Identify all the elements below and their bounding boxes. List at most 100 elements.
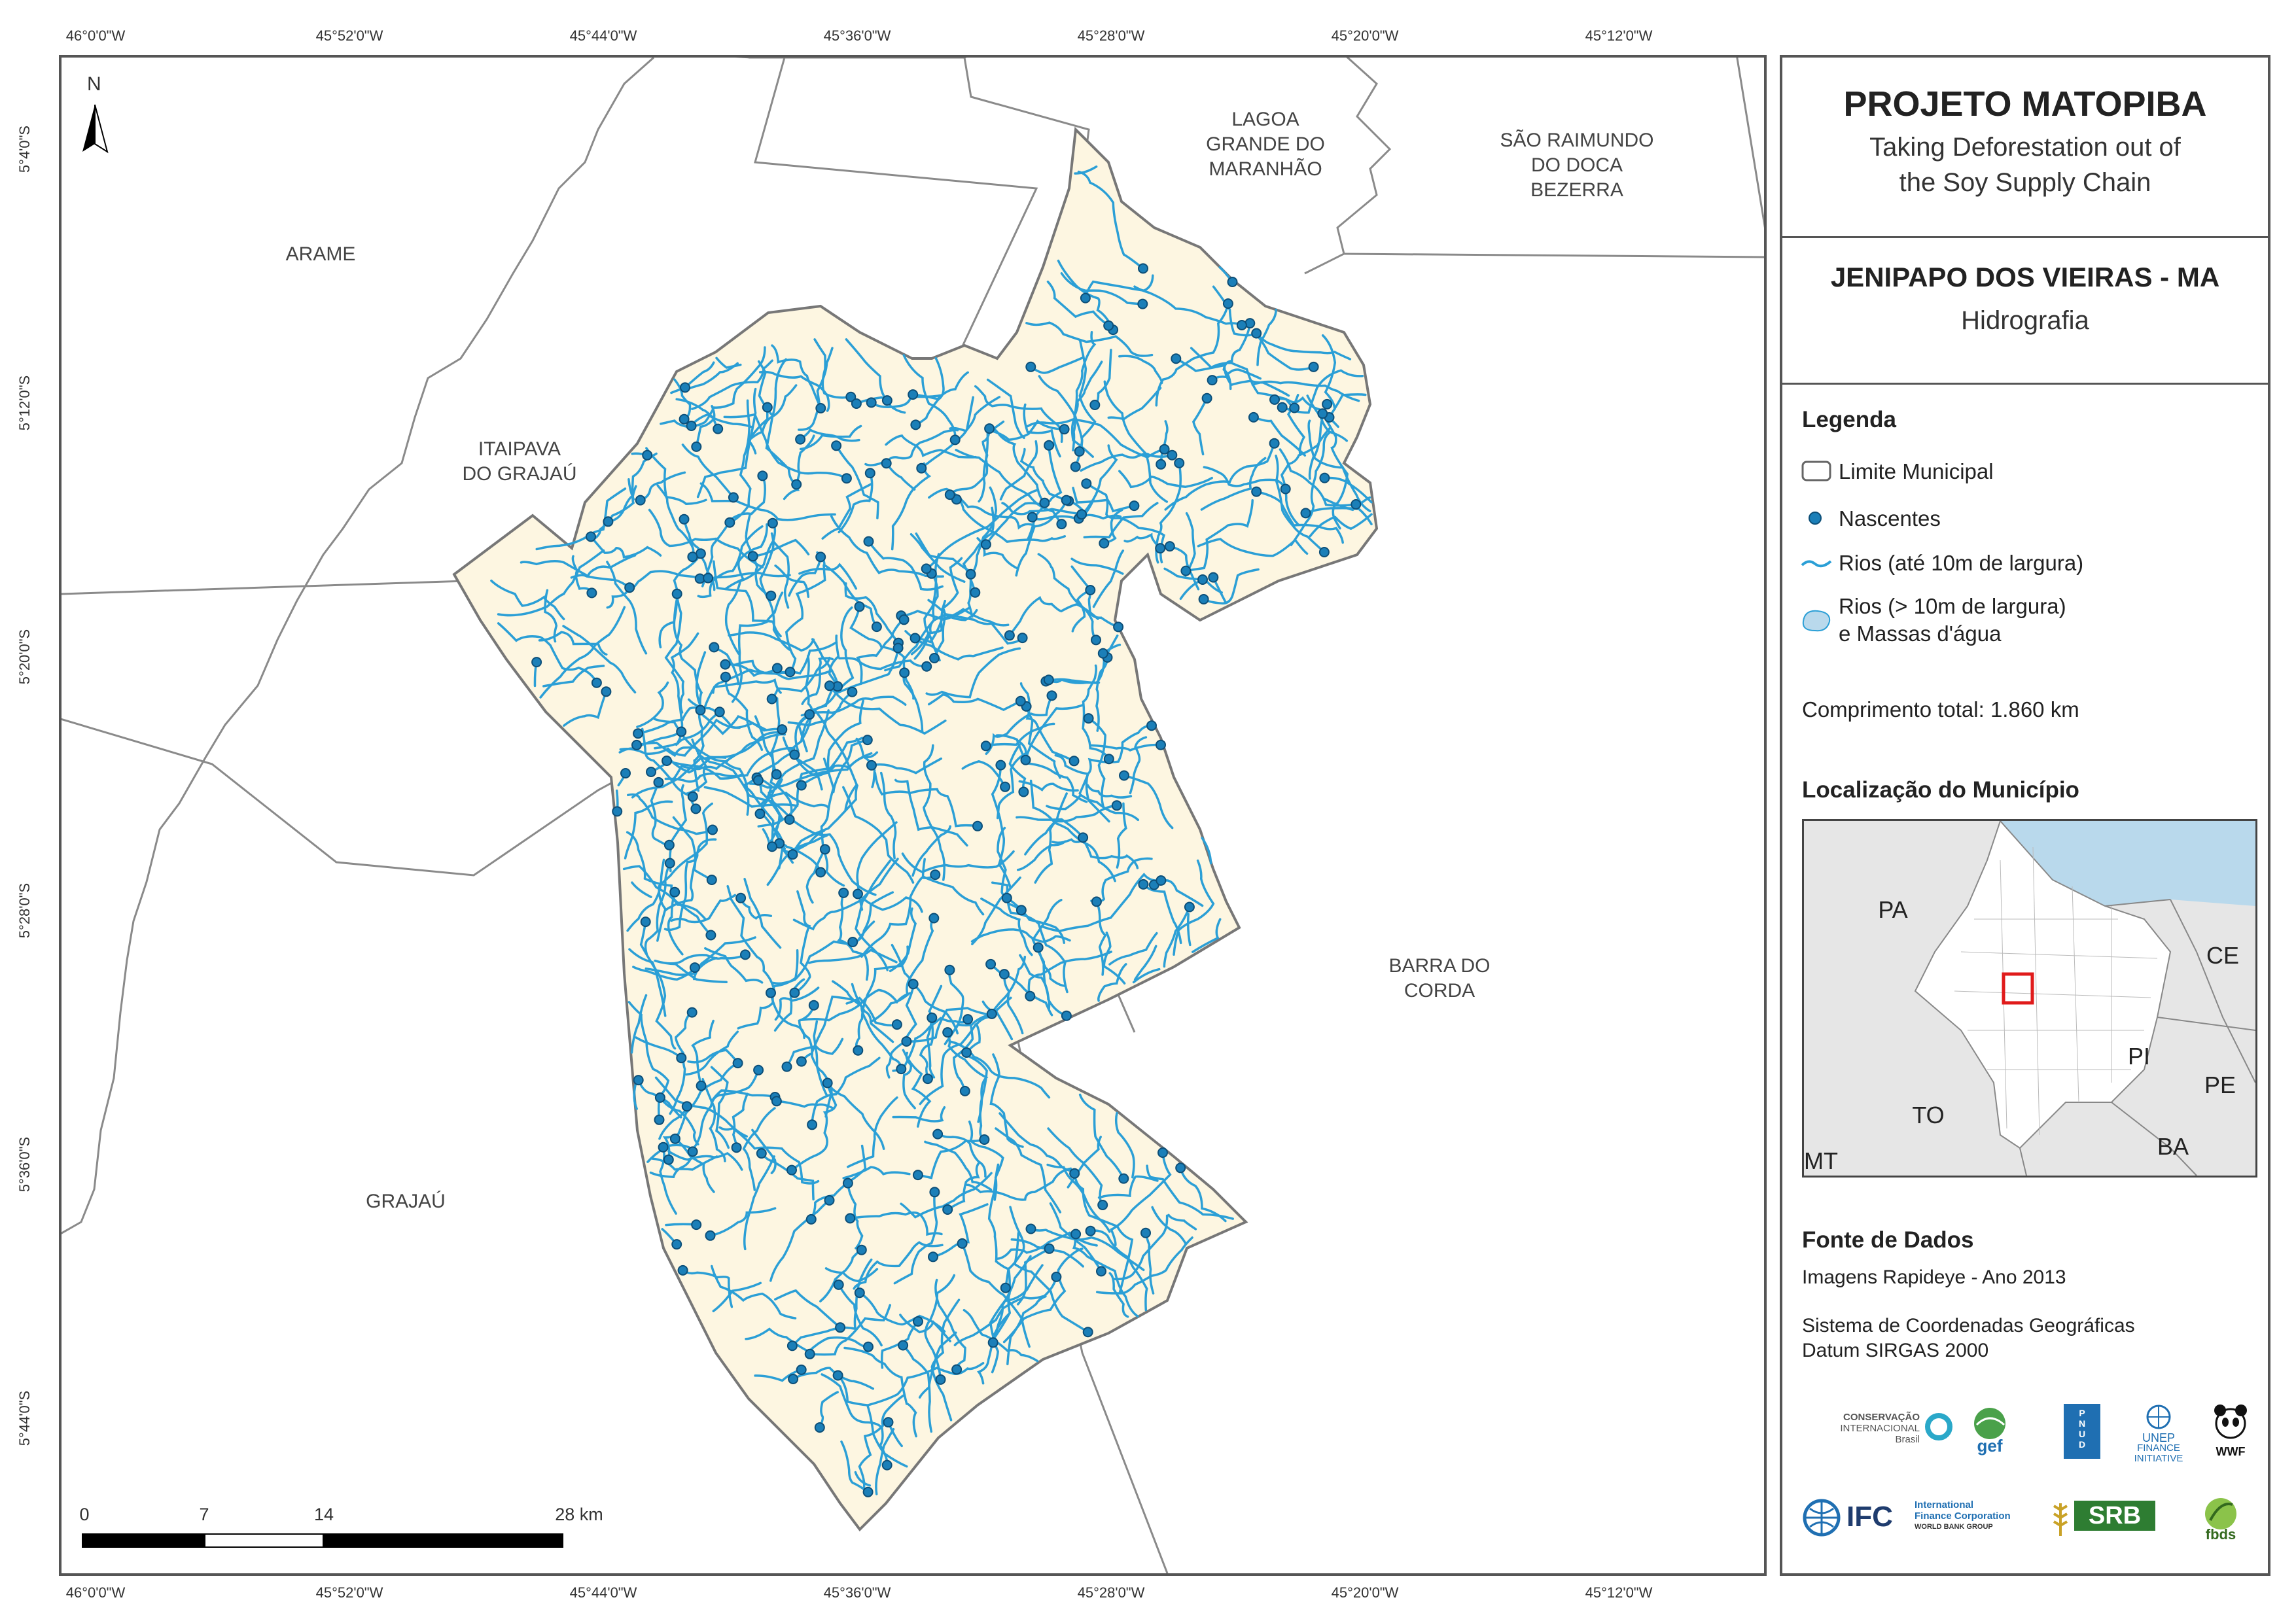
main-map[interactable]: ARAME ITAIPAVA DO GRAJAÚ LAGOA GRANDE DO…	[59, 55, 1767, 1576]
spring-point	[819, 844, 830, 855]
lon-label: 45°20'0"W	[1331, 27, 1399, 44]
river-segment	[1077, 170, 1144, 270]
lon-label: 45°36'0"W	[823, 1584, 891, 1601]
spring-point	[795, 434, 806, 445]
spring-point	[1044, 1243, 1055, 1254]
spring-point	[591, 677, 602, 688]
label-arame: ARAME	[285, 243, 356, 265]
spring-point	[531, 657, 542, 668]
river-segment	[919, 1023, 977, 1106]
river-segment	[893, 1191, 938, 1285]
spring-point	[910, 419, 921, 430]
spring-point	[612, 806, 623, 817]
spring-point	[747, 551, 758, 562]
municipality-jenipapo	[452, 126, 1379, 1532]
source-imagery: Imagens Rapideye - Ano 2013	[1802, 1266, 2066, 1288]
sources-title: Fonte de Dados	[1802, 1227, 1974, 1253]
spring-point	[696, 1080, 707, 1091]
river-segment	[1084, 274, 1154, 300]
north-letter: N	[87, 73, 101, 95]
river-segment	[800, 988, 913, 1022]
river-segment	[607, 452, 658, 523]
river-segment	[1072, 487, 1136, 513]
lon-label: 46°0'0"W	[65, 1584, 126, 1601]
river-segment	[1082, 664, 1110, 760]
spring-point	[961, 1047, 972, 1058]
river-segment	[712, 1282, 762, 1312]
river-segment	[1222, 322, 1252, 391]
river-segment	[1321, 334, 1337, 410]
spring-point	[896, 1064, 907, 1075]
river-segment	[798, 347, 834, 431]
river-segment	[630, 994, 648, 1054]
spring-point	[908, 389, 919, 400]
spring-point	[679, 514, 690, 525]
spring-point	[1025, 990, 1036, 1002]
spring-point	[735, 892, 747, 903]
river-segment	[1031, 498, 1095, 522]
spring-point	[671, 588, 682, 599]
river-segment	[1275, 454, 1326, 553]
river-segment	[902, 354, 957, 442]
river-segment	[949, 396, 1001, 432]
river-segment	[1133, 945, 1157, 981]
river-segment	[1037, 553, 1097, 642]
river-segment	[838, 657, 928, 671]
river-segment	[989, 1264, 1044, 1374]
spring-point	[881, 458, 892, 469]
river-segment	[1073, 1172, 1134, 1294]
lon-label: 45°52'0"W	[315, 27, 383, 44]
river-segment	[1146, 1164, 1234, 1220]
legend-title: Legenda	[1802, 407, 1896, 432]
river-segment	[668, 784, 688, 846]
spring-point	[871, 621, 882, 633]
spring-point	[771, 663, 783, 674]
spring-point	[695, 705, 706, 716]
river-segment	[690, 346, 766, 427]
spring-point	[1251, 328, 1262, 339]
label-lagoa-line3: MARANHÃO	[1209, 158, 1322, 180]
north-arrow-icon	[82, 104, 109, 154]
spring-point	[853, 888, 863, 899]
location-inset-map[interactable]: PA CE PI PE TO BA MT	[1802, 819, 2257, 1178]
river-segment	[662, 1060, 742, 1161]
spring-point	[1164, 541, 1175, 552]
river-segment	[635, 1036, 683, 1059]
river-segment	[701, 714, 784, 735]
river-segment	[792, 1367, 875, 1390]
river-segment	[799, 425, 862, 451]
river-segment	[775, 1100, 835, 1110]
river-segment	[910, 532, 966, 583]
spring-point	[1146, 720, 1157, 731]
river-segment	[881, 1320, 919, 1369]
river-segment	[1019, 954, 1068, 1017]
river-segment	[1095, 1236, 1193, 1295]
river-segment	[851, 891, 894, 943]
river-segment	[739, 896, 773, 920]
spring-point	[771, 769, 782, 780]
river-segment	[639, 920, 677, 1050]
ifc-subtitle: International Finance Corporation WORLD …	[1915, 1499, 2011, 1533]
inset-map-canvas	[1914, 821, 2255, 1176]
spring-point	[654, 1092, 665, 1103]
river-segment	[788, 655, 813, 753]
spring-point	[640, 916, 651, 928]
map-title: JENIPAPO DOS VIEIRAS - MA	[1830, 262, 2220, 292]
spring-point	[942, 1027, 953, 1038]
spring-point	[1269, 394, 1280, 405]
river-segment	[1087, 717, 1106, 808]
river-segment	[899, 1314, 951, 1342]
spring-point	[705, 1230, 716, 1241]
spring-point	[854, 601, 865, 612]
spring-point	[1051, 1271, 1062, 1282]
river-segment	[819, 1248, 863, 1302]
spring-point	[815, 403, 826, 413]
spring-point	[777, 724, 788, 735]
river-segment	[800, 695, 907, 717]
spring-point	[714, 707, 725, 718]
river-segment	[606, 570, 709, 609]
spring-point	[930, 869, 941, 881]
spring-point	[1197, 574, 1208, 585]
spring-point	[787, 849, 798, 860]
river-segment	[985, 722, 1055, 748]
